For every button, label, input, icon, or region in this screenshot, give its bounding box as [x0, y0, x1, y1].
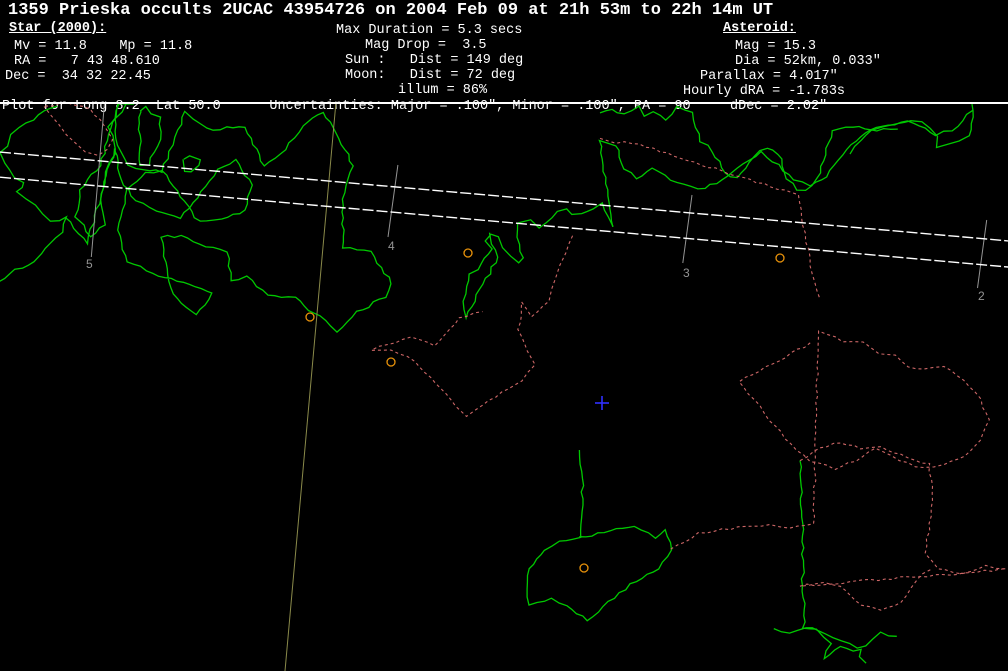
- svg-text:2: 2: [978, 289, 985, 303]
- svg-text:3: 3: [683, 266, 690, 280]
- svg-text:5: 5: [86, 257, 93, 271]
- svg-text:4: 4: [388, 239, 395, 253]
